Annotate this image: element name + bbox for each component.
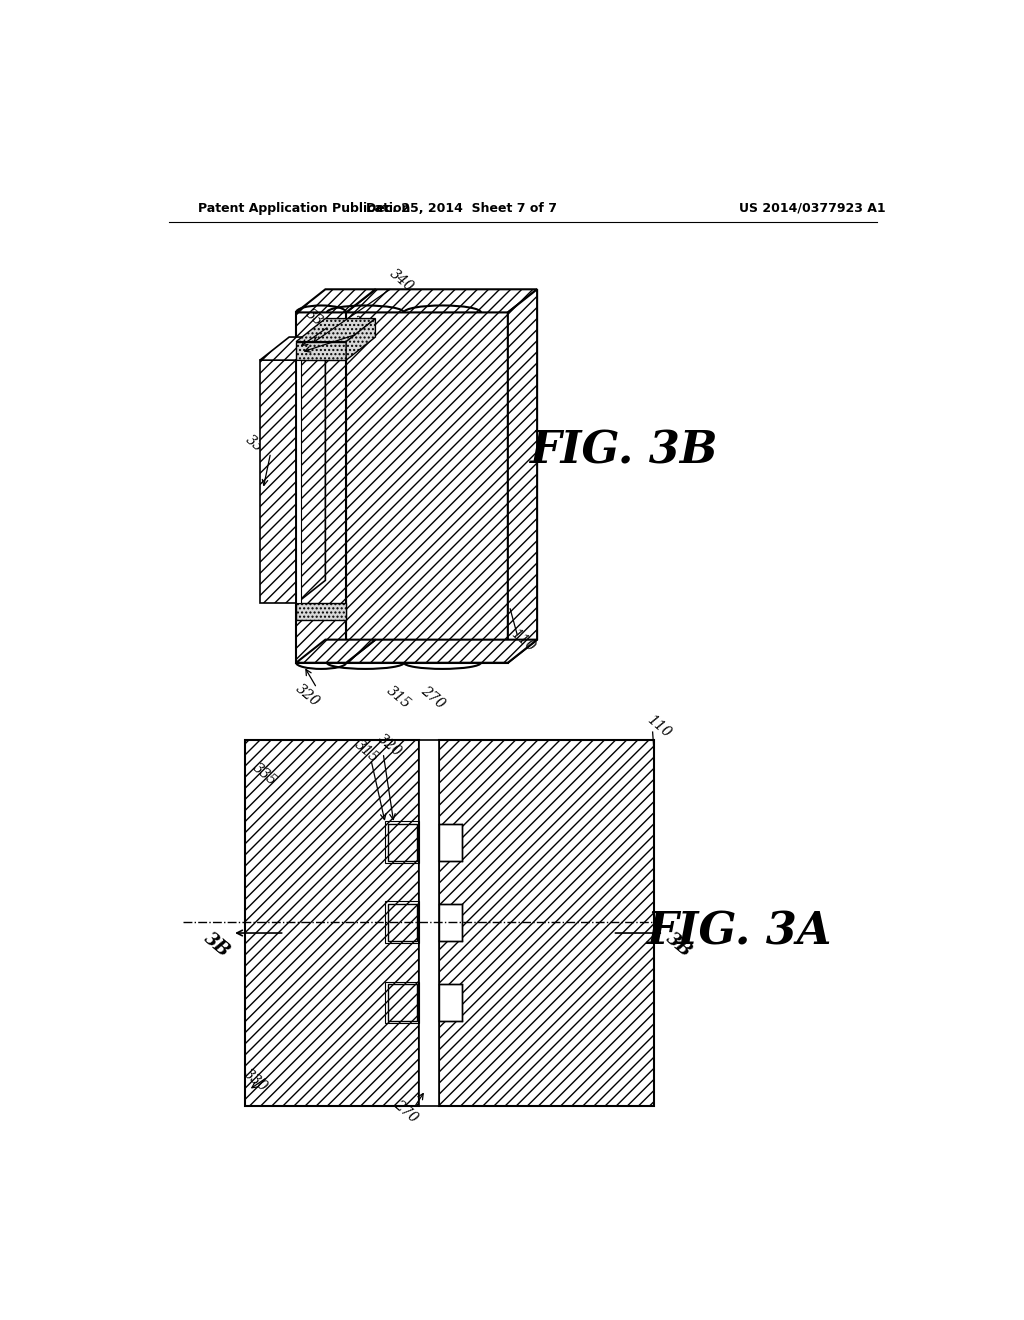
Bar xyxy=(385,821,419,863)
Polygon shape xyxy=(260,337,326,360)
Bar xyxy=(245,739,419,1105)
Text: 330: 330 xyxy=(243,433,272,461)
Text: 332: 332 xyxy=(303,306,333,334)
Text: 315: 315 xyxy=(351,738,381,766)
Text: 330: 330 xyxy=(242,1067,270,1094)
Text: US 2014/0377923 A1: US 2014/0377923 A1 xyxy=(739,202,886,215)
Bar xyxy=(388,983,417,1020)
Bar xyxy=(385,982,419,1023)
Bar xyxy=(438,904,462,941)
Bar xyxy=(438,739,654,1105)
Polygon shape xyxy=(296,289,376,313)
Bar xyxy=(296,342,346,360)
Bar xyxy=(346,313,508,663)
Text: 320: 320 xyxy=(375,731,404,759)
Text: 315: 315 xyxy=(384,684,414,711)
Text: 270: 270 xyxy=(418,684,447,711)
Text: Patent Application Publication: Patent Application Publication xyxy=(199,202,411,215)
Text: 110: 110 xyxy=(644,713,674,741)
Text: 335: 335 xyxy=(250,760,280,788)
Bar xyxy=(296,313,346,663)
Bar xyxy=(438,983,462,1020)
Text: 3B: 3B xyxy=(663,929,695,961)
Polygon shape xyxy=(346,640,538,663)
Bar xyxy=(438,824,462,861)
Polygon shape xyxy=(296,640,376,663)
Polygon shape xyxy=(296,337,326,603)
Text: FIG. 3A: FIG. 3A xyxy=(646,911,831,954)
Text: 3B: 3B xyxy=(201,929,233,961)
Text: 335: 335 xyxy=(347,314,376,342)
Bar xyxy=(296,360,301,603)
Bar xyxy=(388,904,417,941)
Bar xyxy=(385,902,419,942)
Text: 110: 110 xyxy=(509,627,538,655)
Bar xyxy=(388,824,417,861)
Text: FIG. 3B: FIG. 3B xyxy=(529,429,718,473)
Text: 340: 340 xyxy=(387,267,417,294)
Text: 270: 270 xyxy=(391,1098,421,1126)
Text: Dec. 25, 2014  Sheet 7 of 7: Dec. 25, 2014 Sheet 7 of 7 xyxy=(367,202,557,215)
Polygon shape xyxy=(346,289,538,313)
Polygon shape xyxy=(346,318,376,360)
Polygon shape xyxy=(508,289,538,663)
Text: 320: 320 xyxy=(293,682,323,710)
Bar xyxy=(260,360,296,603)
Bar xyxy=(296,603,346,620)
Polygon shape xyxy=(296,318,376,342)
Bar xyxy=(419,739,438,1105)
